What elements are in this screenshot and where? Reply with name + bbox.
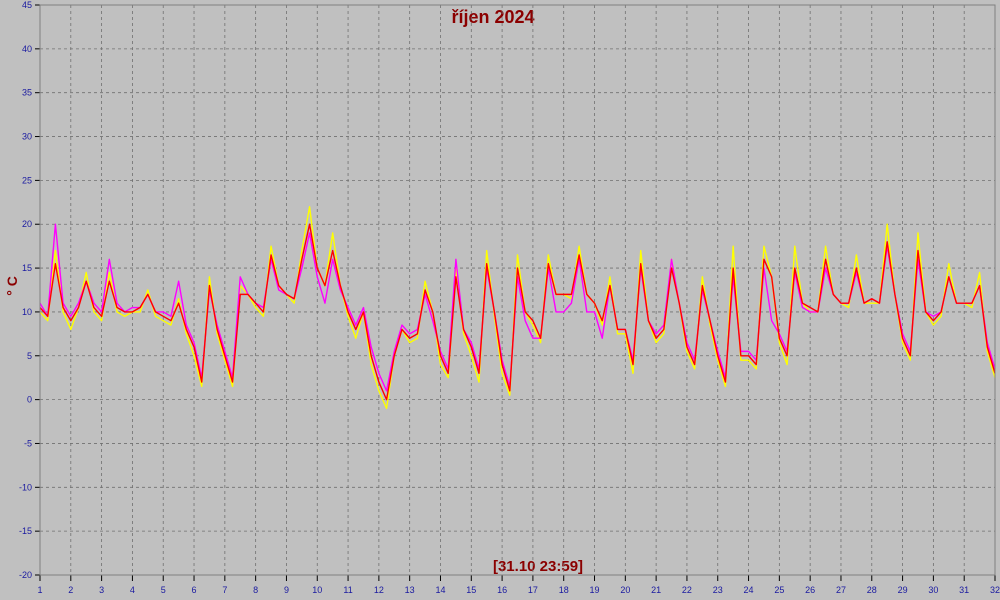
y-tick-label: 15 (22, 263, 32, 273)
x-tick-label: 30 (928, 585, 938, 595)
x-tick-label: 5 (161, 585, 166, 595)
x-tick-label: 28 (867, 585, 877, 595)
x-tick-label: 3 (99, 585, 104, 595)
x-tick-label: 13 (405, 585, 415, 595)
x-tick-label: 9 (284, 585, 289, 595)
x-tick-label: 27 (836, 585, 846, 595)
x-tick-label: 10 (312, 585, 322, 595)
plot-frame (39, 4, 996, 576)
x-tick-label: 18 (559, 585, 569, 595)
y-tick-label: 30 (22, 132, 32, 142)
y-axis-label: ° C (4, 276, 20, 296)
x-tick-label: 12 (374, 585, 384, 595)
y-tick-label: 35 (22, 88, 32, 98)
x-tick-label: 6 (192, 585, 197, 595)
x-tick-label: 2 (68, 585, 73, 595)
y-tick-label: -10 (19, 482, 32, 492)
x-tick-label: 15 (466, 585, 476, 595)
x-tick-label: 21 (651, 585, 661, 595)
x-tick-label: 17 (528, 585, 538, 595)
x-tick-label: 29 (898, 585, 908, 595)
x-tick-label: 32 (990, 585, 1000, 595)
x-tick-label: 22 (682, 585, 692, 595)
x-tick-label: 19 (590, 585, 600, 595)
x-tick-label: 14 (435, 585, 445, 595)
x-tick-label: 11 (343, 585, 352, 595)
x-tick-label: 16 (497, 585, 507, 595)
x-tick-label: 4 (130, 585, 135, 595)
x-tick-label: 20 (620, 585, 630, 595)
y-tick-label: 10 (22, 307, 32, 317)
chart-title: říjen 2024 (451, 7, 534, 27)
x-tick-label: 24 (744, 585, 754, 595)
y-tick-label: -15 (19, 526, 32, 536)
y-tick-label: -5 (24, 438, 32, 448)
y-tick-label: 25 (22, 175, 32, 185)
y-tick-label: 45 (22, 0, 32, 10)
y-tick-label: 0 (27, 395, 32, 405)
x-tick-label: 23 (713, 585, 723, 595)
y-tick-label: 20 (22, 219, 32, 229)
x-tick-label: 26 (805, 585, 815, 595)
y-tick-label: 5 (27, 351, 32, 361)
y-tick-label: -20 (19, 570, 32, 580)
x-tick-label: 8 (253, 585, 258, 595)
y-tick-label: 40 (22, 44, 32, 54)
x-tick-label: 31 (959, 585, 969, 595)
footer: [31.10 23:59] (493, 558, 583, 575)
temperature-line (39, 223, 996, 401)
x-tick-label: 1 (37, 585, 42, 595)
x-tick-label: 7 (222, 585, 227, 595)
x-tick-label: 25 (774, 585, 784, 595)
